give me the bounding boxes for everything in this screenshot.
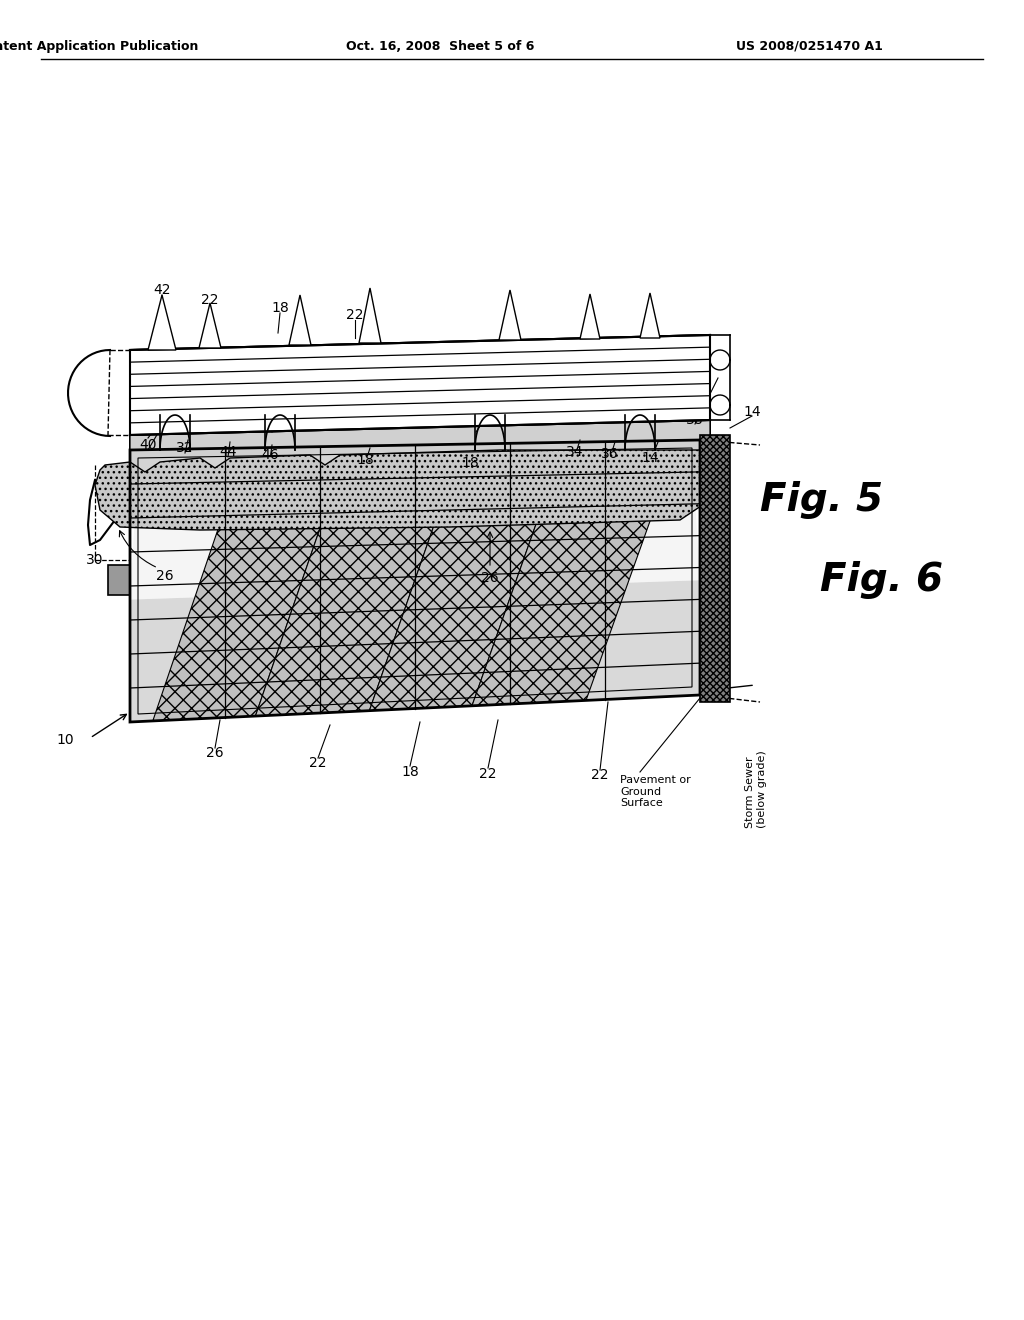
Text: Storm Sewer
(below grade): Storm Sewer (below grade) — [745, 750, 767, 828]
Text: 26: 26 — [481, 572, 499, 585]
Polygon shape — [472, 461, 672, 706]
Text: 18: 18 — [271, 301, 289, 315]
Polygon shape — [95, 450, 720, 531]
Polygon shape — [153, 467, 341, 721]
Text: 22: 22 — [202, 293, 219, 308]
Polygon shape — [499, 290, 521, 341]
Polygon shape — [700, 436, 730, 702]
Text: 15: 15 — [154, 408, 171, 422]
Text: 38: 38 — [686, 413, 703, 426]
Text: 40: 40 — [139, 438, 157, 451]
Text: Fig. 5: Fig. 5 — [760, 480, 883, 519]
Text: 22: 22 — [346, 308, 364, 322]
Text: 18: 18 — [276, 401, 294, 414]
Polygon shape — [640, 293, 660, 338]
Polygon shape — [108, 565, 130, 595]
Polygon shape — [359, 288, 381, 343]
Polygon shape — [148, 294, 176, 350]
Text: 36: 36 — [601, 447, 618, 461]
Text: Patent Application Publication: Patent Application Publication — [0, 40, 199, 53]
Text: 18: 18 — [401, 766, 419, 779]
Text: US 2008/0251470 A1: US 2008/0251470 A1 — [735, 40, 883, 53]
Text: 46: 46 — [261, 447, 279, 462]
Polygon shape — [130, 389, 710, 490]
Polygon shape — [199, 304, 221, 348]
Text: 22: 22 — [479, 767, 497, 781]
Text: 26: 26 — [157, 569, 174, 583]
Polygon shape — [255, 465, 455, 715]
Text: 18: 18 — [461, 455, 479, 470]
Text: 26: 26 — [206, 746, 224, 760]
Text: 30: 30 — [86, 553, 103, 568]
Text: Pavement or
Ground
Surface: Pavement or Ground Surface — [620, 775, 691, 808]
Text: Oct. 16, 2008  Sheet 5 of 6: Oct. 16, 2008 Sheet 5 of 6 — [346, 40, 535, 53]
Polygon shape — [130, 581, 700, 722]
Text: 18: 18 — [356, 453, 374, 467]
Text: 42: 42 — [154, 282, 171, 297]
Text: 14: 14 — [641, 451, 658, 465]
Polygon shape — [289, 294, 311, 345]
Text: 14: 14 — [743, 405, 761, 418]
Polygon shape — [580, 294, 600, 339]
Text: 22: 22 — [309, 756, 327, 770]
Text: 44: 44 — [219, 445, 237, 459]
Text: 22: 22 — [481, 401, 499, 414]
Polygon shape — [130, 447, 700, 599]
Text: 22: 22 — [591, 768, 608, 781]
Polygon shape — [130, 335, 710, 436]
Text: 10: 10 — [56, 733, 74, 747]
Polygon shape — [370, 463, 557, 710]
Text: 32: 32 — [176, 441, 194, 455]
Text: 34: 34 — [566, 445, 584, 459]
Text: Fig. 6: Fig. 6 — [820, 561, 943, 599]
